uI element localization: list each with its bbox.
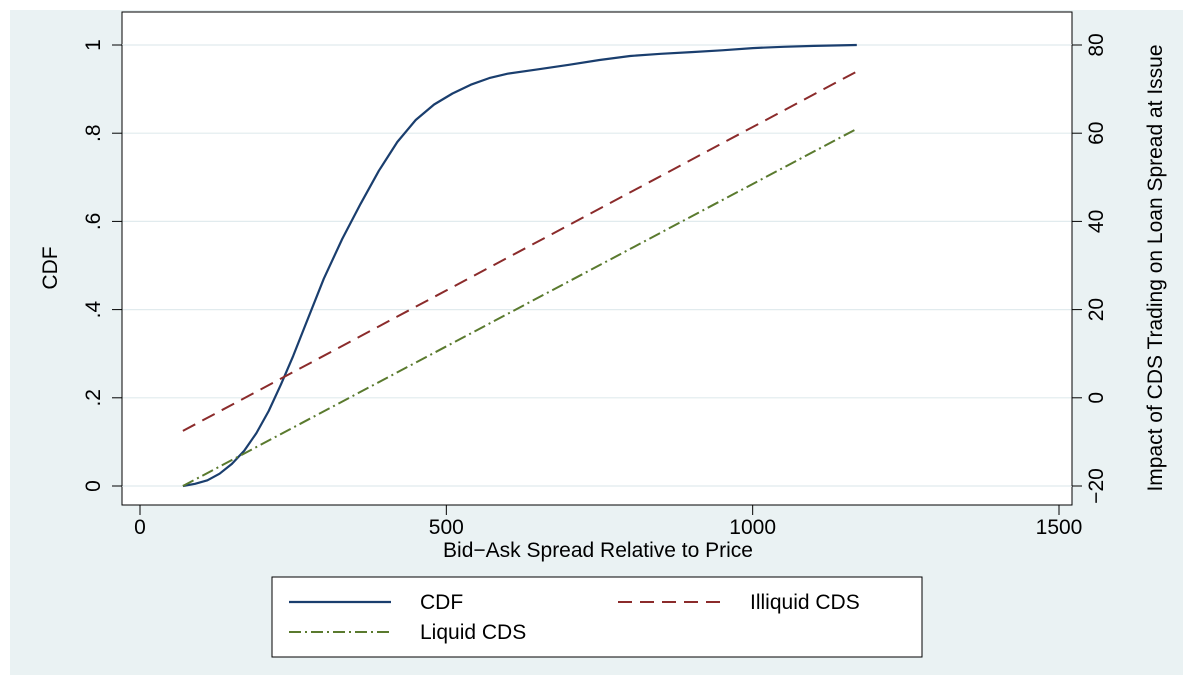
y-tick-label: .2 <box>82 389 105 407</box>
legend: CDF Illiquid CDS Liquid CDS <box>272 577 922 657</box>
x-tick-label: 1000 <box>729 516 776 539</box>
legend-box <box>272 577 922 657</box>
y2-tick-label: 0 <box>1085 392 1108 404</box>
y-tick-label: 0 <box>82 480 105 492</box>
y-axis-label: CDF <box>39 246 62 289</box>
x-tick-label: 1500 <box>1036 516 1083 539</box>
y-tick-label: .8 <box>82 124 105 142</box>
y-tick-label: 1 <box>82 39 105 51</box>
legend-cdf-label: CDF <box>420 591 463 614</box>
legend-liquid-label: Liquid CDS <box>420 621 526 644</box>
y-tick-label: .4 <box>82 301 105 319</box>
x-axis-label: Bid−Ask Spread Relative to Price <box>443 539 753 562</box>
y2-tick-label: 60 <box>1085 122 1108 145</box>
y-tick-label: .6 <box>82 213 105 231</box>
plot-area <box>122 12 1072 505</box>
y2-tick-label: 20 <box>1085 298 1108 321</box>
x-tick-label: 500 <box>429 516 464 539</box>
y2-axis-label: Impact of CDS Trading on Loan Spread at … <box>1144 44 1167 491</box>
y2-tick-label: 80 <box>1085 33 1108 56</box>
x-tick-label: 0 <box>134 516 146 539</box>
legend-illiquid-label: Illiquid CDS <box>750 591 860 614</box>
y2-tick-label: 40 <box>1085 210 1108 233</box>
y2-tick-label: −20 <box>1085 468 1108 504</box>
